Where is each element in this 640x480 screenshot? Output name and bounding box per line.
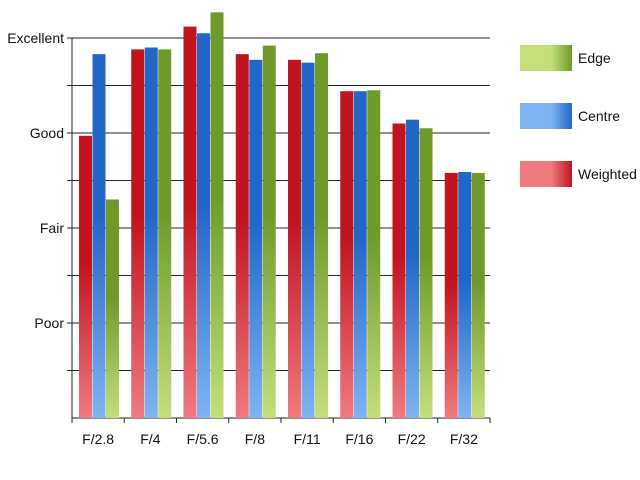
y-tick-label: Good: [30, 125, 64, 141]
bar-edge-F/2.8: [106, 199, 119, 418]
legend-label-centre: Centre: [578, 108, 620, 124]
bar-centre-F/4: [144, 47, 158, 418]
x-tick-label: F/11: [294, 431, 321, 447]
y-tick-labels: Excellent Good Fair Poor: [7, 30, 64, 331]
x-tick-label: F/22: [398, 431, 426, 447]
bar-edge-F/22: [419, 128, 433, 418]
bar-edge-F/4: [158, 49, 172, 419]
legend-swatch-edge: [520, 45, 572, 71]
bar-centre-F/2.8: [92, 54, 106, 419]
x-tick-label: F/16: [345, 431, 373, 447]
x-tick-labels: F/2.8 F/4 F/5.6 F/8 F/11 F/16 F/22 F/32: [82, 431, 478, 447]
bar-weighted-F/22: [392, 123, 406, 418]
legend-label-edge: Edge: [578, 50, 611, 66]
bar-centre-F/11: [301, 62, 315, 418]
bar-centre-F/32: [458, 171, 472, 418]
x-tick-label: F/5.6: [187, 431, 219, 447]
bar-centre-F/8: [249, 59, 263, 418]
x-tick-label: F/8: [245, 431, 265, 447]
bar-weighted-F/2.8: [79, 135, 92, 418]
bar-weighted-F/32: [444, 172, 458, 418]
bar-edge-F/8: [262, 45, 276, 418]
bar-weighted-F/4: [131, 49, 145, 419]
bars: [79, 12, 485, 419]
bar-weighted-F/5.6: [183, 26, 197, 418]
legend-swatch-weighted: [520, 161, 572, 187]
bar-edge-F/11: [315, 53, 328, 418]
legend: Edge Centre Weighted: [520, 45, 637, 187]
bar-edge-F/16: [367, 90, 381, 418]
bar-centre-F/22: [406, 119, 419, 418]
x-tick-label: F/2.8: [82, 431, 114, 447]
legend-swatch-centre: [520, 103, 572, 129]
y-tick-label: Fair: [40, 220, 64, 236]
y-tick-label: Poor: [34, 315, 64, 331]
bar-weighted-F/8: [235, 54, 249, 419]
bar-edge-F/32: [471, 172, 485, 418]
bar-centre-F/16: [353, 91, 367, 418]
x-tick-label: F/32: [450, 431, 478, 447]
legend-label-weighted: Weighted: [578, 166, 637, 182]
x-tick-label: F/4: [140, 431, 160, 447]
bar-centre-F/5.6: [197, 33, 210, 418]
y-tick-label: Excellent: [7, 30, 64, 46]
bar-weighted-F/11: [288, 59, 301, 418]
bar-edge-F/5.6: [210, 12, 224, 418]
bar-weighted-F/16: [340, 91, 354, 418]
